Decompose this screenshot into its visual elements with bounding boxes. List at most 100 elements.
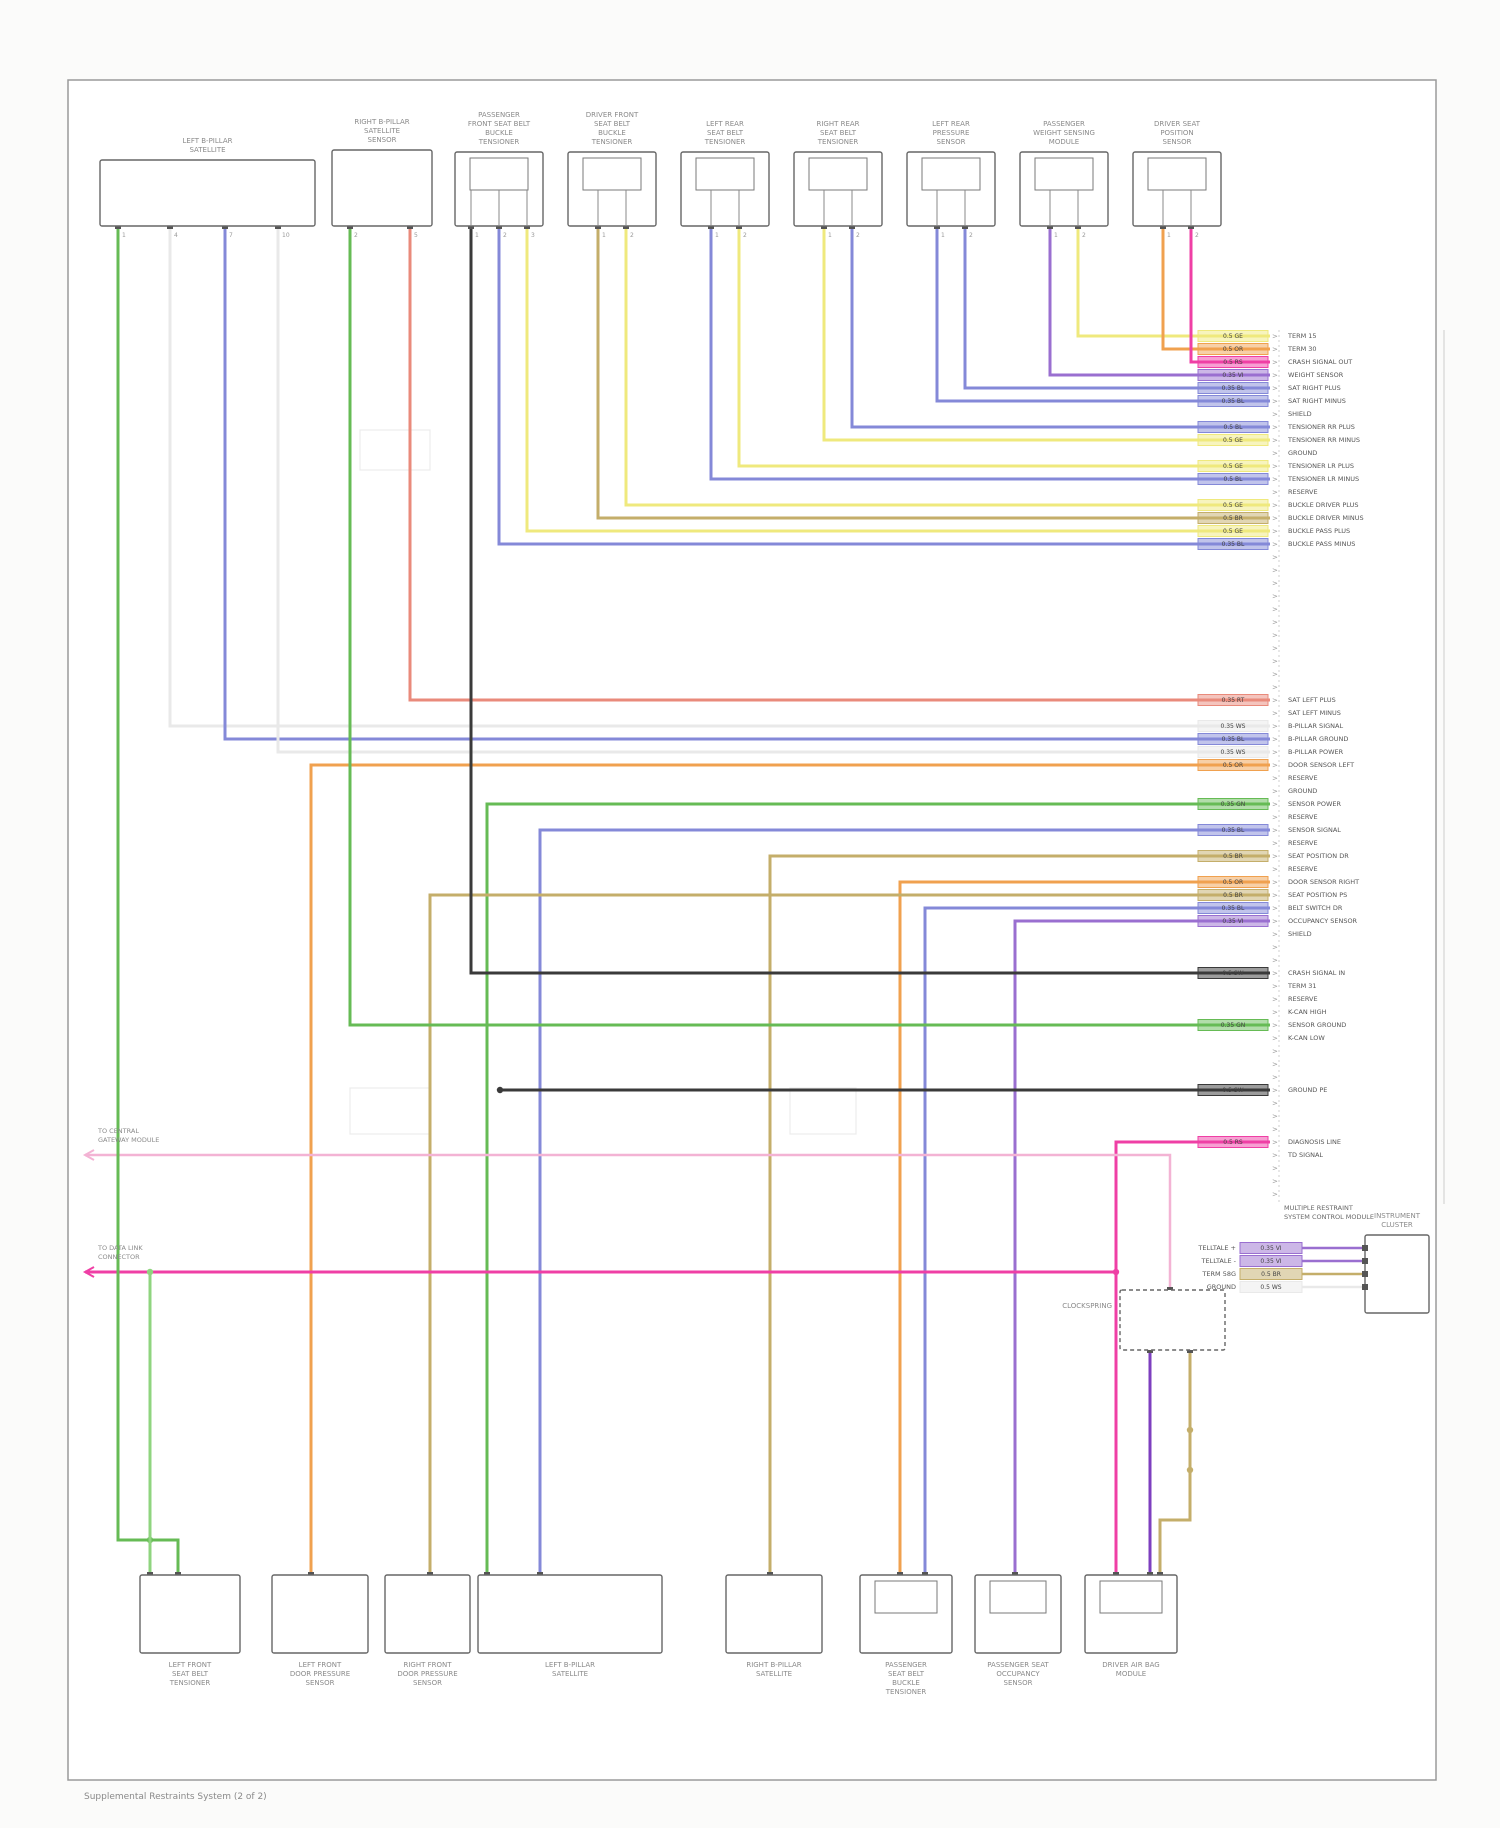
- svg-text:>: >: [1272, 736, 1278, 744]
- svg-text:DRIVER AIR BAG: DRIVER AIR BAG: [1102, 1661, 1159, 1669]
- svg-text:DOOR PRESSURE: DOOR PRESSURE: [290, 1670, 350, 1678]
- svg-text:>: >: [1272, 554, 1278, 562]
- svg-text:TELLTALE -: TELLTALE -: [1201, 1257, 1237, 1265]
- cluster-row: TELLTALE - 0.35 VI: [1201, 1255, 1368, 1267]
- svg-text:>: >: [1272, 671, 1278, 679]
- svg-text:4: 4: [174, 232, 178, 239]
- cluster-row: TELLTALE + 0.35 VI: [1197, 1242, 1368, 1254]
- cluster-row: GROUND 0.5 WS: [1207, 1281, 1368, 1293]
- svg-text:BELT SWITCH DR: BELT SWITCH DR: [1288, 904, 1343, 912]
- wire-code-chip: [1197, 356, 1269, 368]
- strip-row: 0.35 VI OCCUPANCY SENSOR: [1197, 915, 1358, 927]
- svg-text:TENSIONER RR MINUS: TENSIONER RR MINUS: [1287, 436, 1360, 444]
- wire-code-chip: [1197, 720, 1269, 732]
- svg-text:WEIGHT SENSOR: WEIGHT SENSOR: [1288, 371, 1344, 379]
- inner-connector: [1034, 157, 1094, 191]
- wire-code-chip: [1197, 1084, 1269, 1096]
- cluster-row: TERM 58G 0.5 BR: [1201, 1268, 1368, 1280]
- svg-text:CLUSTER: CLUSTER: [1381, 1221, 1413, 1229]
- svg-text:1: 1: [715, 232, 719, 239]
- svg-text:0.5 SW: 0.5 SW: [1222, 970, 1243, 977]
- wire-code-chip: [1197, 915, 1269, 927]
- svg-text:TENSIONER: TENSIONER: [591, 138, 633, 146]
- wire-code-chip: [1197, 967, 1269, 979]
- svg-text:0.5 SW: 0.5 SW: [1222, 1087, 1243, 1094]
- svg-text:SENSOR: SENSOR: [306, 1679, 335, 1687]
- svg-text:7: 7: [229, 232, 233, 239]
- svg-text:RIGHT FRONT: RIGHT FRONT: [403, 1661, 452, 1669]
- svg-text:MULTIPLE RESTRAINT: MULTIPLE RESTRAINT: [1284, 1204, 1353, 1212]
- svg-text:RESERVE: RESERVE: [1288, 839, 1318, 847]
- svg-text:1: 1: [828, 232, 832, 239]
- strip-row: RESERVE: [1288, 995, 1318, 1003]
- svg-text:>: >: [1272, 541, 1278, 549]
- svg-text:0.35 BL: 0.35 BL: [1222, 398, 1245, 405]
- svg-text:CLOCKSPRING: CLOCKSPRING: [1062, 1302, 1112, 1310]
- wires: [82, 223, 1270, 1578]
- svg-text:B-PILLAR SIGNAL: B-PILLAR SIGNAL: [1288, 722, 1343, 730]
- wire-code-chip: [1197, 460, 1269, 472]
- svg-text:>: >: [1272, 411, 1278, 419]
- svg-text:>: >: [1272, 905, 1278, 913]
- strip-row: 0.35 BL SENSOR SIGNAL: [1197, 824, 1341, 836]
- svg-text:TD SIGNAL: TD SIGNAL: [1287, 1151, 1323, 1159]
- wire-code-chip: [1197, 369, 1269, 381]
- svg-text:K-CAN HIGH: K-CAN HIGH: [1288, 1008, 1327, 1016]
- svg-text:BUCKLE: BUCKLE: [892, 1679, 920, 1687]
- svg-text:>: >: [1272, 892, 1278, 900]
- svg-text:>: >: [1272, 1009, 1278, 1017]
- svg-text:0.5 RS: 0.5 RS: [1223, 1139, 1243, 1146]
- wire-code-chip: [1197, 733, 1269, 745]
- svg-text:SAT LEFT MINUS: SAT LEFT MINUS: [1288, 709, 1341, 717]
- svg-text:SEAT BELT: SEAT BELT: [888, 1670, 925, 1678]
- strip-row: 0.5 GE TENSIONER LR PLUS: [1197, 460, 1354, 472]
- strip-row: 0.5 GE BUCKLE PASS PLUS: [1197, 525, 1350, 537]
- svg-text:>: >: [1272, 918, 1278, 926]
- svg-text:>: >: [1272, 372, 1278, 380]
- svg-text:3: 3: [531, 232, 535, 239]
- strip-row: 0.5 SW CRASH SIGNAL IN: [1197, 967, 1345, 979]
- strip-row: 0.5 GE TERM 15: [1197, 330, 1317, 342]
- svg-text:2: 2: [630, 232, 634, 239]
- svg-text:>: >: [1272, 606, 1278, 614]
- wire-code-chip: [1197, 902, 1269, 914]
- svg-text:B-PILLAR POWER: B-PILLAR POWER: [1288, 748, 1344, 756]
- svg-text:>: >: [1272, 827, 1278, 835]
- svg-text:>: >: [1272, 619, 1278, 627]
- strip-row: 0.5 GE BUCKLE DRIVER PLUS: [1197, 499, 1359, 511]
- svg-text:0.5 GE: 0.5 GE: [1223, 528, 1243, 535]
- wire-code-chip: [1197, 1136, 1269, 1148]
- svg-text:DRIVER FRONT: DRIVER FRONT: [586, 111, 639, 119]
- svg-text:>: >: [1272, 840, 1278, 848]
- svg-text:PASSENGER: PASSENGER: [478, 111, 520, 119]
- junction-dot: [1186, 1466, 1194, 1474]
- wire-code-chip: [1197, 421, 1269, 433]
- footer-note: Supplemental Restraints System (2 of 2): [84, 1792, 267, 1802]
- svg-text:SATELLITE: SATELLITE: [189, 146, 225, 154]
- svg-text:SEAT BELT: SEAT BELT: [594, 120, 631, 128]
- svg-text:1: 1: [122, 232, 126, 239]
- wire-code-chip: [1197, 525, 1269, 537]
- svg-text:SATELLITE: SATELLITE: [364, 127, 400, 135]
- svg-text:1: 1: [602, 232, 606, 239]
- svg-text:TENSIONER: TENSIONER: [817, 138, 859, 146]
- svg-text:0.5 BR: 0.5 BR: [1223, 853, 1243, 860]
- svg-text:>: >: [1272, 723, 1278, 731]
- svg-text:INSTRUMENT: INSTRUMENT: [1374, 1212, 1421, 1220]
- svg-text:0.35 RT: 0.35 RT: [1222, 697, 1245, 704]
- wire-code-chip: [1197, 434, 1269, 446]
- svg-text:SEAT BELT: SEAT BELT: [707, 129, 744, 137]
- junction-dot: [146, 1268, 154, 1276]
- svg-text:0.5 GE: 0.5 GE: [1223, 333, 1243, 340]
- svg-text:SAT RIGHT PLUS: SAT RIGHT PLUS: [1288, 384, 1341, 392]
- svg-text:SYSTEM CONTROL MODULE: SYSTEM CONTROL MODULE: [1284, 1213, 1374, 1221]
- svg-text:0.35 BL: 0.35 BL: [1222, 736, 1245, 743]
